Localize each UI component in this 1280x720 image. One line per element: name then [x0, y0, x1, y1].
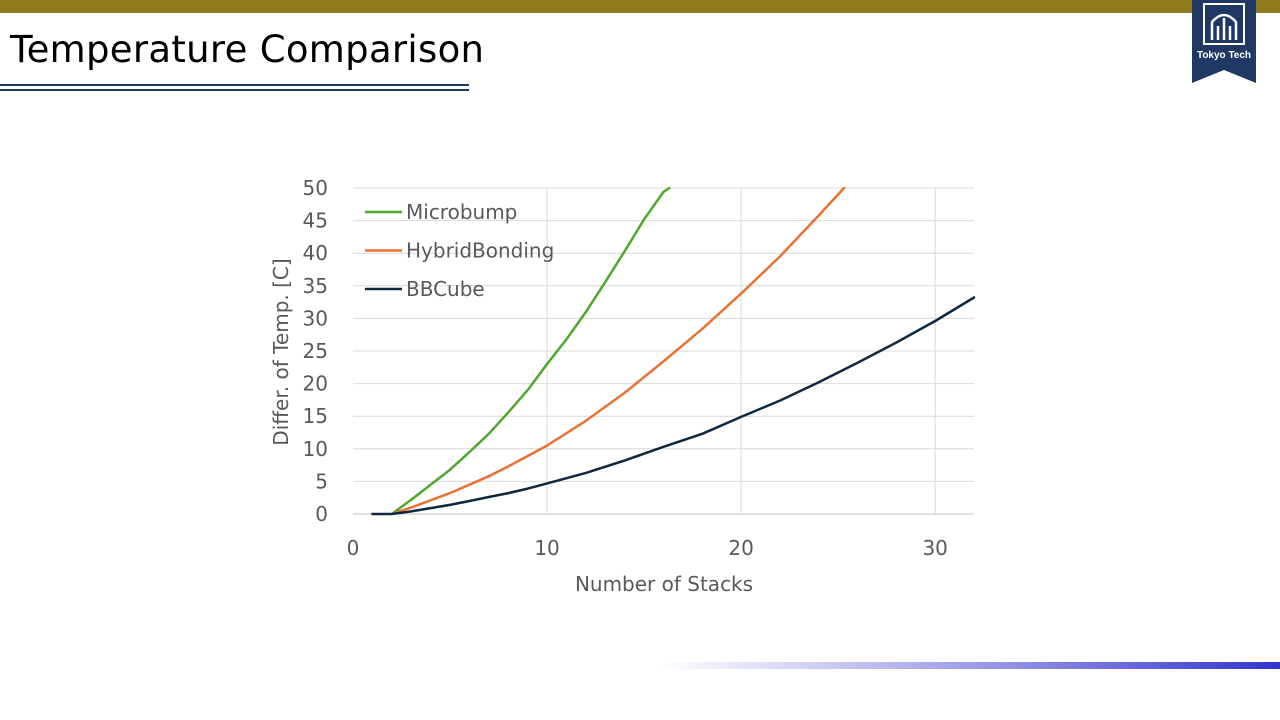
chart-ticks: 0 5 10 15 20 25 30 35 40 45 50 0 10 20 30: [303, 176, 948, 560]
y-tick-label: 0: [315, 502, 328, 526]
y-tick-label: 5: [315, 469, 328, 493]
y-tick-label: 45: [303, 209, 328, 233]
x-axis-label: Number of Stacks: [575, 572, 753, 596]
y-tick-label: 25: [303, 339, 328, 363]
y-tick-label: 20: [303, 372, 328, 396]
x-tick-label: 20: [728, 536, 753, 560]
y-tick-label: 40: [303, 241, 328, 265]
y-tick-label: 15: [303, 404, 328, 428]
y-tick-label: 10: [303, 437, 328, 461]
x-tick-label: 0: [347, 536, 360, 560]
legend-label: HybridBonding: [406, 239, 554, 263]
y-axis-label: Differ. of Temp. [C]: [269, 258, 293, 445]
legend-label: BBCube: [406, 277, 485, 301]
x-tick-label: 10: [534, 536, 559, 560]
bottom-gradient-bar: [660, 662, 1280, 669]
y-tick-label: 50: [303, 176, 328, 200]
y-tick-label: 35: [303, 274, 328, 298]
y-tick-label: 30: [303, 306, 328, 330]
legend-label: Microbump: [406, 200, 517, 224]
x-tick-label: 30: [922, 536, 947, 560]
